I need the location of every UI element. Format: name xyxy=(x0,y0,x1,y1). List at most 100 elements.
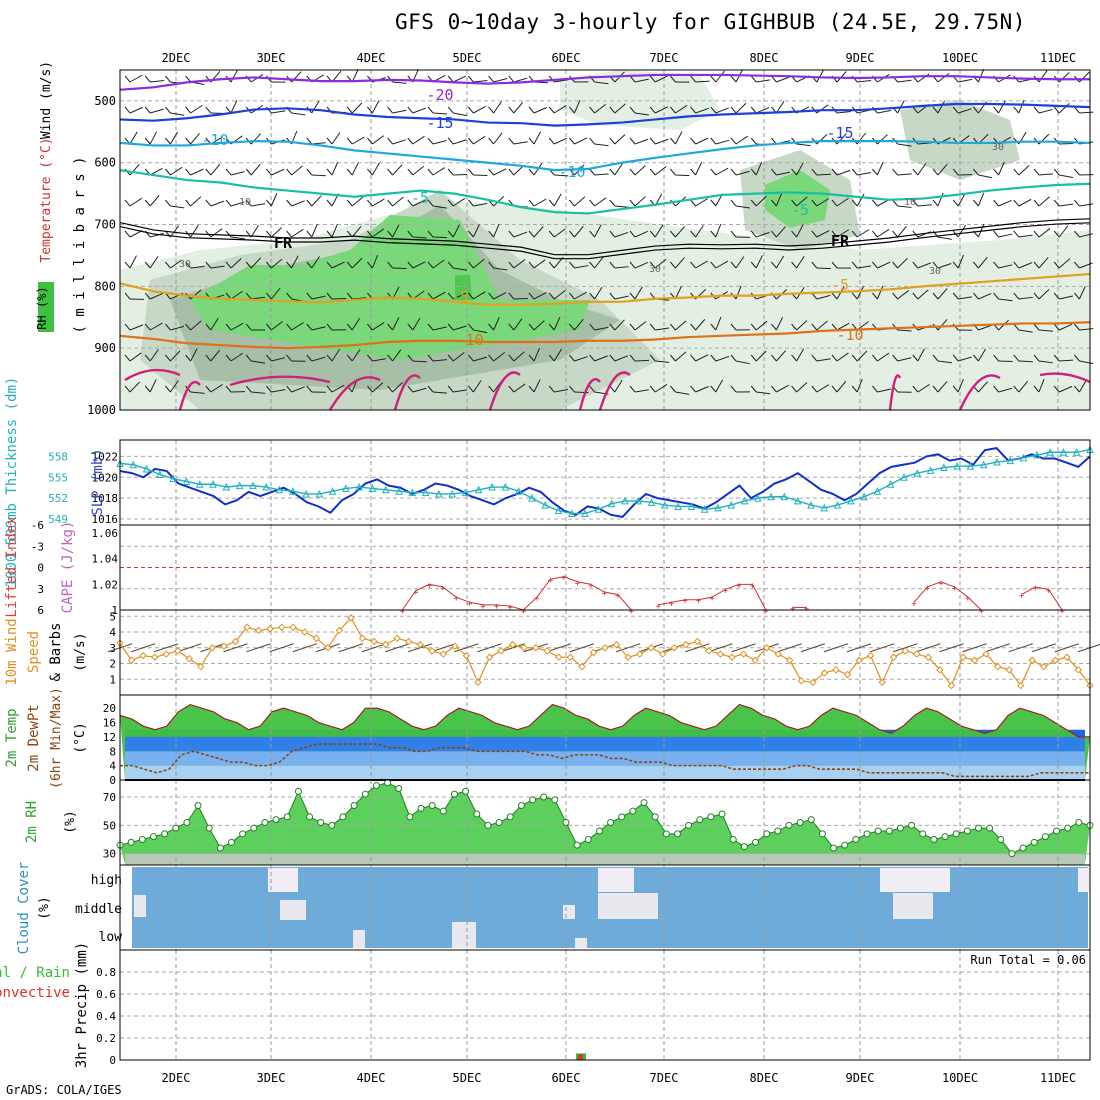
wind-barb xyxy=(270,192,278,207)
thickness-marker xyxy=(767,492,775,501)
wind-barb xyxy=(897,290,909,300)
wind-barb-flag xyxy=(488,137,494,145)
wind-barb xyxy=(937,360,952,364)
wind-barb-flag xyxy=(609,199,616,207)
wind-barb xyxy=(129,352,142,362)
wind-barb xyxy=(513,318,523,331)
rh-marker xyxy=(763,830,771,838)
wind-barb xyxy=(776,226,786,238)
wind-barb-flag xyxy=(690,199,696,207)
wind-barb xyxy=(412,236,427,239)
cape-marker: + xyxy=(965,594,971,604)
cape-line xyxy=(401,576,632,611)
wind-barb xyxy=(150,108,164,114)
thickness-line xyxy=(119,448,1091,515)
wind-speed-marker xyxy=(682,640,690,649)
cape-marker: + xyxy=(736,581,742,591)
wind-barb-flag xyxy=(892,230,898,238)
wind-barb-flag xyxy=(528,137,535,145)
wind-barb-flag xyxy=(427,230,434,238)
wind-barb-flag xyxy=(185,354,191,362)
cape-marker: + xyxy=(804,604,810,614)
cape-marker: + xyxy=(548,576,554,586)
wind-barb xyxy=(977,223,985,238)
wind-barb-flag xyxy=(387,230,393,238)
wind-barb-10m xyxy=(269,643,294,653)
wind-barb xyxy=(695,137,709,145)
isotherm-line xyxy=(119,139,1091,172)
wind-barb xyxy=(574,291,587,300)
wind-barb-flag xyxy=(124,261,131,269)
wind-barb xyxy=(513,297,528,300)
rh-marker xyxy=(1041,833,1049,841)
wind-barb-flag xyxy=(468,230,474,238)
wind-barb-flag xyxy=(326,261,333,269)
wind-barb-flag xyxy=(548,106,555,114)
wind-barb xyxy=(614,355,628,362)
slp-tick-label: 1022 xyxy=(92,450,119,463)
lifted-index-tick-label: 3 xyxy=(37,583,44,596)
wind-speed-marker xyxy=(301,628,309,636)
wind-barb-flag xyxy=(892,168,898,176)
wind-barb xyxy=(634,321,647,331)
temperature-axis-label: Temperature (°C) xyxy=(39,137,54,262)
wind-barb-flag xyxy=(993,354,999,362)
wind-barb xyxy=(816,358,831,362)
wind-barb-flag xyxy=(952,292,959,300)
wind-barb xyxy=(614,295,629,300)
wind-barb xyxy=(816,173,831,176)
wind-barb xyxy=(998,233,1013,238)
wind-barb xyxy=(917,204,932,207)
wind-barb xyxy=(594,103,606,114)
wind-barb-flag xyxy=(649,354,656,362)
cape-tick-label: 1.06 xyxy=(92,527,119,540)
wind-barb-flag xyxy=(851,292,858,300)
wind-barb xyxy=(392,164,403,176)
wind-barb xyxy=(614,231,629,238)
rh-tick-label: 50 xyxy=(103,819,116,832)
thickness-marker xyxy=(900,473,908,481)
wind-10m-axis-label: 10m Wind xyxy=(4,618,20,685)
isotherm-15c xyxy=(229,375,331,387)
wind-barb-flag xyxy=(468,75,474,83)
wind-barb xyxy=(372,358,387,362)
wind-barb xyxy=(654,384,668,393)
wind-barb-flag xyxy=(1013,323,1020,331)
wind-speed-marker xyxy=(162,650,170,658)
cape-tick-label: 1 xyxy=(111,604,118,617)
wind-barb-flag xyxy=(306,168,313,176)
thickness-marker xyxy=(687,502,696,510)
wind-speed-marker xyxy=(797,677,806,685)
wind-barb-flag xyxy=(346,292,353,300)
wind-speed-marker xyxy=(774,650,782,658)
wind-barb-flag xyxy=(569,199,575,207)
wind-barb-flag xyxy=(750,168,757,176)
wind-barb xyxy=(574,225,584,238)
contour-label: 30 xyxy=(649,264,661,275)
thickness-marker xyxy=(1033,450,1041,459)
wind-barb-flag xyxy=(569,137,575,145)
wind-barb-flag xyxy=(993,230,999,238)
rh-marker xyxy=(863,830,871,838)
wind-barb xyxy=(755,161,763,176)
rh-marker xyxy=(350,802,358,809)
wind-barb xyxy=(634,389,649,393)
wind-barb-flag xyxy=(447,354,454,362)
wind-barb xyxy=(513,351,525,362)
wind-barb xyxy=(473,105,486,114)
wind-barb xyxy=(392,109,407,114)
cape-marker: + xyxy=(925,584,931,594)
wind-speed-marker xyxy=(659,650,667,658)
precip-convective-legend: Convective xyxy=(0,985,70,1001)
wind-barb xyxy=(937,164,948,176)
rh-marker xyxy=(462,787,470,795)
thickness-marker xyxy=(1019,453,1028,462)
wind-barb-flag xyxy=(670,323,676,331)
wind-barb xyxy=(957,193,966,207)
wind-barb xyxy=(776,76,790,83)
wind-barb xyxy=(574,265,589,269)
wind-barb xyxy=(1058,323,1073,331)
wind-barb-flag xyxy=(144,199,151,207)
cape-marker: + xyxy=(979,607,985,617)
rh-marker xyxy=(306,813,314,821)
